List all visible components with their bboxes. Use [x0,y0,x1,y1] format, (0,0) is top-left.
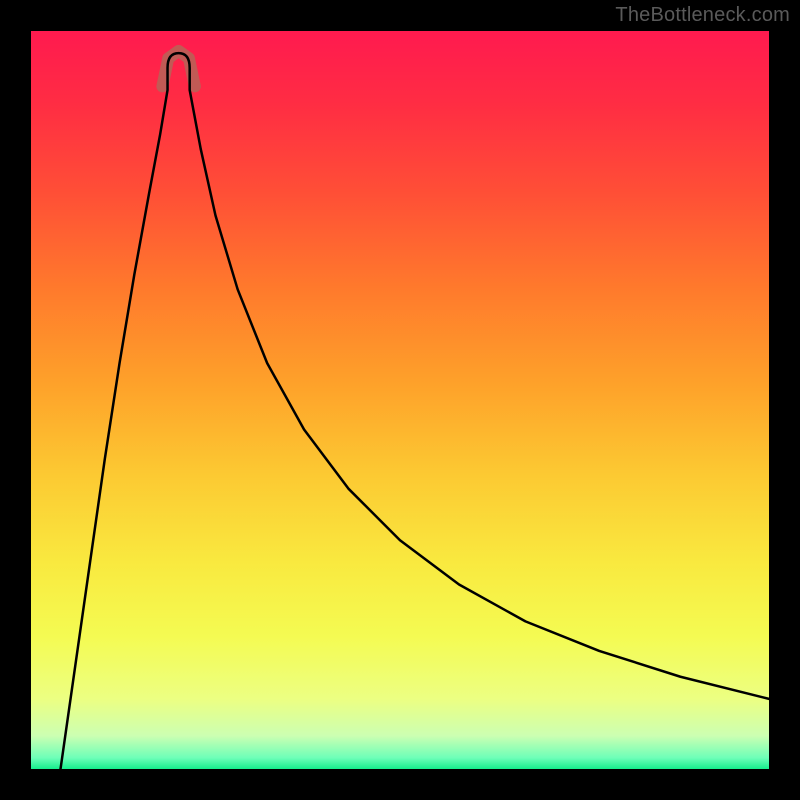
curve-layer [31,31,769,769]
plot-area [31,31,769,769]
bottleneck-curve [61,53,769,769]
watermark-text: TheBottleneck.com [615,4,790,27]
